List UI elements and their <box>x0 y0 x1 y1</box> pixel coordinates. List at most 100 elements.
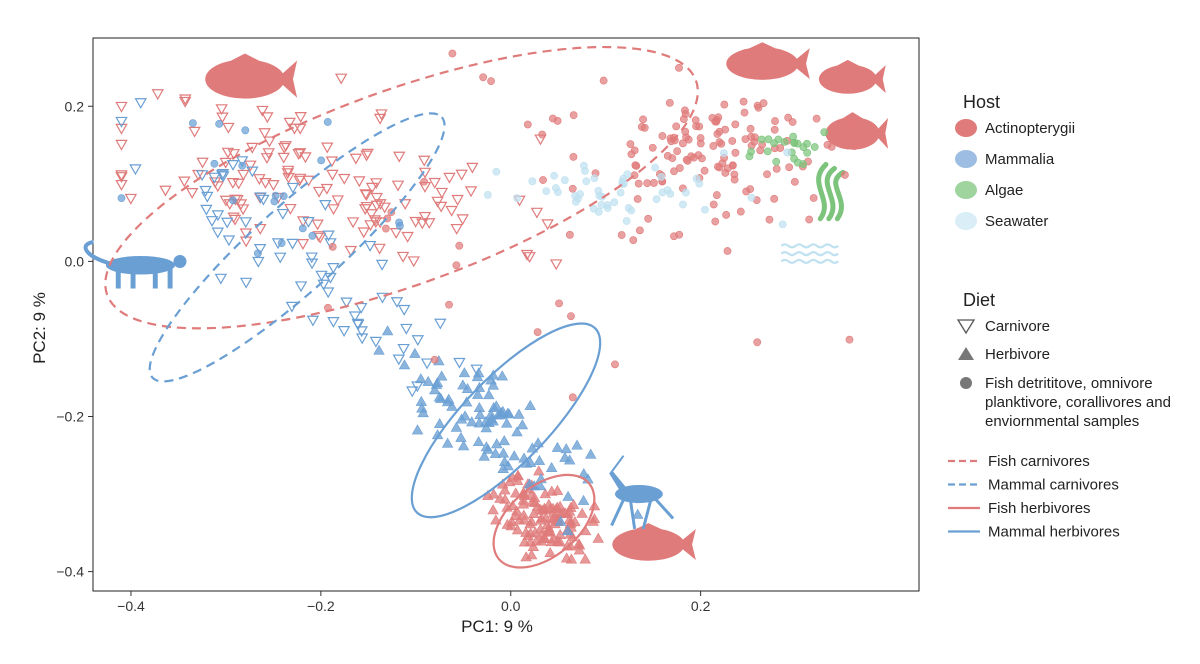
data-point-circle <box>672 122 681 131</box>
data-point-circle <box>626 140 635 149</box>
x-tick-label: 0.2 <box>691 598 711 614</box>
data-point-herbivore <box>592 532 604 543</box>
data-point-herbivore <box>585 448 597 459</box>
data-point-carnivore <box>443 172 456 184</box>
legend-diet-label: Fish detrititove, omnivore <box>985 375 1153 392</box>
data-point-circle <box>721 125 730 134</box>
data-point-herbivore <box>539 488 552 499</box>
data-point-carnivore <box>455 169 468 181</box>
data-point-circle <box>684 135 693 144</box>
data-point-circle <box>445 300 453 309</box>
data-point-carnivore <box>428 177 441 189</box>
data-point-circle <box>639 115 647 124</box>
data-point-circle <box>542 187 551 196</box>
data-point-carnivore <box>434 201 448 213</box>
data-point-carnivore <box>312 186 326 198</box>
data-point-carnivore <box>276 208 290 220</box>
data-point-carnivore <box>396 251 410 263</box>
x-tick-label: −0.2 <box>307 598 335 614</box>
data-point-herbivore <box>548 533 560 544</box>
data-point-herbivore <box>551 441 564 452</box>
data-point-circle <box>747 147 755 156</box>
data-point-carnivore <box>232 178 245 190</box>
data-point-circle <box>492 167 501 176</box>
data-point-carnivore <box>523 252 536 263</box>
data-point-herbivore <box>588 513 601 524</box>
data-point-herbivore <box>511 474 524 485</box>
fish-fin <box>224 53 268 66</box>
data-point-circle <box>617 231 626 239</box>
y-tick-label: 0.0 <box>65 253 85 269</box>
data-point-carnivore <box>205 216 219 228</box>
ellipse-fish-herbivores <box>492 473 596 569</box>
data-point-circle <box>603 204 612 212</box>
algae-frond <box>816 161 829 222</box>
x-tick-label: −0.4 <box>117 598 145 614</box>
data-point-carnivore <box>416 218 429 230</box>
data-point-herbivore <box>563 505 576 516</box>
data-point-circle <box>560 176 569 185</box>
data-point-carnivore <box>378 202 391 214</box>
data-point-circle <box>571 197 580 206</box>
data-point-herbivore <box>450 421 463 432</box>
data-point-circle <box>763 170 771 179</box>
data-point-herbivore <box>527 541 540 552</box>
data-point-herbivore <box>455 431 467 442</box>
data-point-carnivore <box>226 159 240 171</box>
legend: Host Diet Actinopterygii Mammalia Algae Sea… <box>948 92 1171 541</box>
data-point-circle <box>783 148 792 157</box>
data-point-carnivore <box>281 168 295 180</box>
fish-tail <box>276 60 298 98</box>
data-point-carnivore <box>373 113 387 125</box>
data-point-carnivore <box>340 297 353 309</box>
data-point-circle <box>513 194 522 202</box>
data-point-circle <box>665 98 674 107</box>
data-point-carnivore <box>115 179 128 191</box>
panther-leg <box>152 265 158 289</box>
data-point-carnivore <box>254 192 267 204</box>
data-point-herbivore <box>491 438 503 449</box>
data-point-circle <box>323 118 332 126</box>
data-point-circle <box>595 191 604 200</box>
ellipse-fish-carnivores <box>104 45 699 330</box>
data-point-circle <box>739 97 748 106</box>
data-point-carnivore <box>334 73 348 85</box>
data-point-herbivore <box>560 443 572 454</box>
data-point-herbivore <box>524 527 537 538</box>
data-point-circle <box>635 226 644 235</box>
data-point-circle <box>567 312 575 321</box>
data-point-carnivore <box>222 122 235 134</box>
data-point-herbivore <box>485 413 498 424</box>
data-point-circle <box>844 117 853 126</box>
data-point-circle <box>756 146 765 155</box>
gazelle-horn <box>609 455 625 474</box>
data-point-circle <box>827 142 836 151</box>
wave-line <box>780 258 840 264</box>
data-point-circle <box>753 338 762 347</box>
data-point-circle <box>483 191 492 199</box>
data-point-herbivore <box>530 535 543 546</box>
data-point-circle <box>770 125 779 134</box>
data-point-carnivore <box>220 217 234 229</box>
data-point-carnivore <box>199 185 212 197</box>
data-point-circle <box>750 137 759 146</box>
data-point-carnivore <box>246 166 259 178</box>
data-point-carnivore <box>321 142 334 154</box>
data-point-herbivore <box>631 508 644 519</box>
data-point-circle <box>629 236 638 245</box>
data-point-herbivore <box>457 379 469 390</box>
data-point-circle <box>770 194 779 203</box>
data-point-herbivore <box>539 533 551 544</box>
fish-fin <box>743 42 784 52</box>
data-point-herbivore <box>487 379 500 390</box>
data-point-herbivore <box>533 465 545 476</box>
data-point-herbivore <box>472 367 485 378</box>
fish-body <box>818 64 877 94</box>
panther-leg <box>115 265 121 289</box>
data-point-carnivore <box>365 209 378 221</box>
data-point-circle <box>809 194 818 202</box>
data-point-circle <box>551 184 560 192</box>
data-point-herbivore <box>520 551 532 562</box>
data-point-circle <box>623 170 632 179</box>
data-point-circle <box>631 161 640 170</box>
